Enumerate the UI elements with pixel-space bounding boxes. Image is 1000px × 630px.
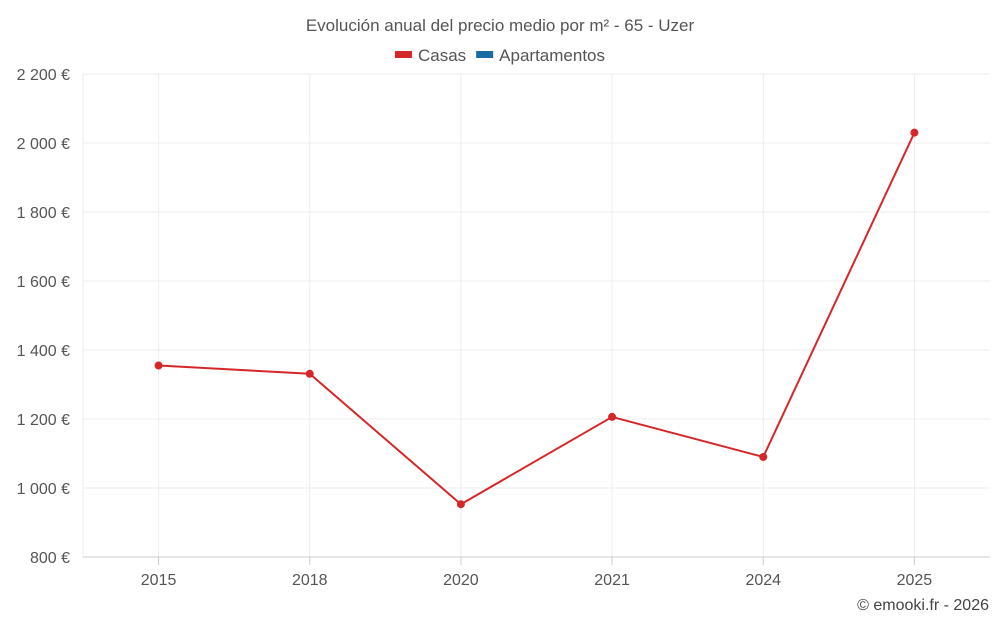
x-tick-label: 2018 (292, 572, 328, 589)
axes: 800 € 1 000 € 1 200 € 1 400 € 1 600 € 1 800 €… (17, 67, 990, 589)
data-point[interactable] (305, 369, 314, 378)
series-line-casas (158, 132, 916, 506)
legend-label-apartamentos: Apartamentos (499, 46, 605, 65)
y-tick-label: 1 800 € (17, 205, 70, 222)
x-tick-label: 2020 (443, 572, 479, 589)
y-tick-label: 1 000 € (17, 481, 70, 498)
y-tick-label: 2 000 € (17, 136, 70, 153)
legend-label-casas: Casas (418, 46, 466, 65)
data-point[interactable] (759, 452, 768, 461)
data-point[interactable] (456, 500, 465, 509)
chart-title: Evolución anual del precio medio por m² … (306, 16, 695, 35)
legend-swatch-casas[interactable] (394, 51, 412, 58)
y-tick-label: 1 400 € (17, 343, 70, 360)
x-tick-label: 2015 (141, 572, 177, 589)
data-point[interactable] (910, 128, 919, 137)
x-tick-label: 2024 (745, 572, 781, 589)
y-tick-label: 1 600 € (17, 274, 70, 291)
y-tick-label: 1 200 € (17, 412, 70, 429)
footer-credit: © emooki.fr - 2026 (857, 597, 989, 614)
data-point[interactable] (154, 361, 163, 370)
y-tick-label: 2 200 € (17, 67, 70, 84)
legend-swatch-apartamentos[interactable] (476, 51, 494, 58)
series-group (154, 128, 919, 509)
grid (82, 73, 990, 557)
x-tick-label: 2025 (897, 572, 933, 589)
legend: Casas Apartamentos (394, 46, 605, 65)
y-tick-label: 800 € (30, 550, 70, 567)
x-tick-label: 2021 (594, 572, 630, 589)
data-point[interactable] (608, 412, 617, 421)
